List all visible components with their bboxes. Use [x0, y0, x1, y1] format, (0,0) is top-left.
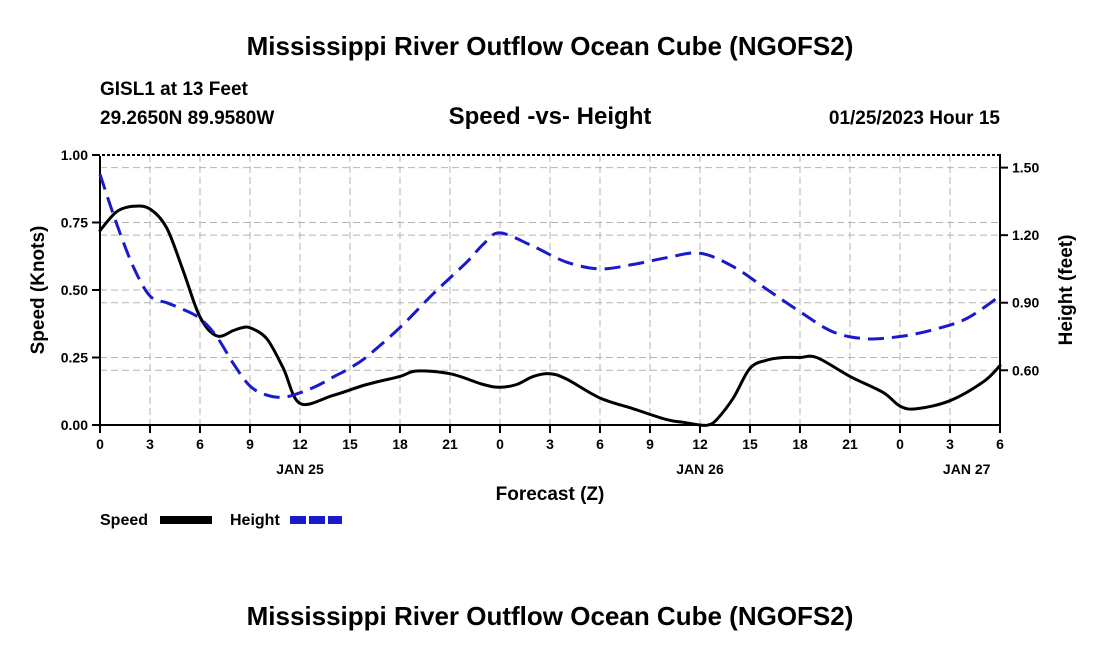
x-tick-label: 0	[96, 436, 104, 452]
title-top: Mississippi River Outflow Ocean Cube (NG…	[247, 31, 854, 61]
series-layer	[98, 173, 1002, 428]
y-left-tick-label: 1.00	[61, 147, 88, 163]
x-tick-label: 18	[392, 436, 408, 452]
legend-speed-label: Speed	[100, 512, 148, 529]
y-axis-left: 0.00 0.25 0.50 0.75 1.00	[61, 147, 100, 433]
date-label: JAN 26	[676, 461, 724, 477]
y-right-tick-label: 0.60	[1012, 362, 1039, 378]
x-tick-label: 6	[196, 436, 204, 452]
grid	[100, 155, 1000, 425]
legend-height-label: Height	[230, 512, 280, 529]
station-label: GISL1 at 13 Feet	[100, 79, 249, 100]
x-axis: 0 3 6 9 12 15 18 21 0 3 6 9 12 15 18 21 0 3 6 JAN 25 JAN 26 J…	[96, 425, 1004, 477]
y-right-tick-label: 1.50	[1012, 160, 1039, 176]
y-left-tick-label: 0.00	[61, 417, 88, 433]
x-tick-label: 6	[596, 436, 604, 452]
x-tick-label: 9	[646, 436, 654, 452]
series-line-speed	[98, 204, 1002, 428]
x-axis-label: Forecast (Z)	[496, 484, 605, 505]
x-tick-label: 3	[146, 436, 154, 452]
chart-title: Speed -vs- Height	[449, 103, 652, 130]
x-tick-label: 21	[842, 436, 858, 452]
x-tick-label: 12	[692, 436, 708, 452]
title-bottom: Mississippi River Outflow Ocean Cube (NG…	[247, 601, 854, 631]
series-line-height	[98, 173, 1001, 399]
date-label: 01/25/2023 Hour 15	[829, 108, 1001, 129]
date-label: JAN 27	[943, 461, 991, 477]
x-tick-label: 3	[546, 436, 554, 452]
x-tick-label: 9	[246, 436, 254, 452]
y-left-tick-label: 0.25	[61, 350, 88, 366]
x-tick-label: 12	[292, 436, 308, 452]
x-tick-label: 21	[442, 436, 458, 452]
x-tick-label: 15	[342, 436, 358, 452]
y-left-tick-label: 0.50	[61, 282, 88, 298]
y-axis-right: 0.60 0.90 1.20 1.50	[1000, 160, 1039, 378]
x-tick-label: 15	[742, 436, 758, 452]
legend: Speed Height	[100, 512, 342, 529]
y-left-tick-label: 0.75	[61, 215, 88, 231]
x-tick-label: 3	[946, 436, 954, 452]
y-axis-right-label: Height (feet)	[1056, 235, 1077, 346]
x-tick-label: 0	[496, 436, 504, 452]
y-axis-left-label: Speed (Knots)	[28, 226, 49, 355]
y-right-tick-label: 0.90	[1012, 295, 1039, 311]
x-tick-label: 0	[896, 436, 904, 452]
coords-label: 29.2650N 89.9580W	[100, 108, 274, 129]
x-tick-label: 6	[996, 436, 1004, 452]
y-right-tick-label: 1.20	[1012, 227, 1039, 243]
date-label: JAN 25	[276, 461, 324, 477]
x-tick-label: 18	[792, 436, 808, 452]
